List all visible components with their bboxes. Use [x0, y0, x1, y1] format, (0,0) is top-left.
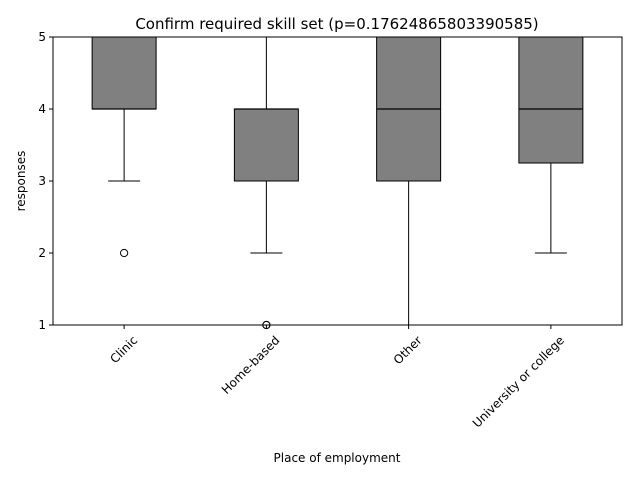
box-group-2 — [233, 36, 299, 330]
y-tick-label: 3 — [38, 174, 46, 188]
box-group-1 — [91, 36, 157, 258]
x-tick-label: Home-based — [219, 333, 283, 397]
chart-title: Confirm required skill set (p=0.17624865… — [135, 15, 538, 33]
y-tick-label: 1 — [38, 318, 46, 332]
boxes-layer — [91, 36, 584, 330]
y-tick-label: 2 — [38, 246, 46, 260]
box-iqr — [518, 36, 584, 164]
y-tick-label: 4 — [38, 102, 46, 116]
y-axis-label: responses — [14, 151, 28, 212]
x-tick-label: Other — [391, 333, 425, 367]
box-iqr — [233, 108, 299, 182]
y-tick-label: 5 — [38, 30, 46, 44]
x-axis-ticks: Clinic Home-based Other University or colle… — [107, 325, 567, 430]
box-iqr — [91, 36, 157, 110]
outlier-point — [120, 248, 129, 258]
box-group-4 — [518, 36, 584, 254]
box-group-3 — [376, 36, 442, 326]
x-tick-label: Clinic — [107, 333, 140, 366]
x-axis-label: Place of employment — [274, 451, 401, 465]
x-tick-label: University or college — [470, 333, 567, 430]
y-axis-ticks: 1 2 3 4 5 — [38, 30, 53, 332]
